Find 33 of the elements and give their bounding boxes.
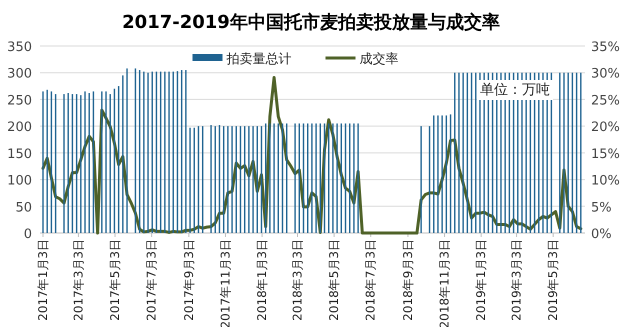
legend-label: 成交率 [360,51,398,67]
y-tick-label: 50 [15,200,32,216]
x-tick-label: 2017年9月3日 [182,239,196,321]
y2-tick-label: 25% [591,93,620,108]
x-tick-label: 2019年3月3日 [510,239,524,321]
x-tick-label: 2018年9月3日 [400,239,415,321]
y2-tick-label: 35% [591,40,620,55]
y-tick-label: 350 [7,40,32,55]
x-tick-label: 2018年7月3日 [364,239,378,321]
x-tick-label: 2018年5月3日 [327,239,342,321]
x-tick-label: 2017年3月3日 [71,239,86,321]
y-tick-label: 0 [24,227,32,242]
y2-tick-label: 15% [591,146,620,162]
x-tick-label: 2019年5月3日 [546,239,560,321]
chart-title: 2017-2019年中国托市麦拍卖投放量与成交率 [122,12,500,33]
y2-tick-label: 10% [591,174,620,189]
x-tick-label: 2018年1月3日 [255,239,270,321]
y-tick-label: 100 [7,174,32,189]
y2-tick-label: 0% [591,227,612,242]
x-tick-label: 2017年7月3日 [144,239,159,321]
y2-tick-label: 5% [591,200,612,216]
x-tick-label: 2018年3月3日 [290,239,304,321]
x-tick-label: 2017年5月3日 [108,239,122,321]
y-tick-label: 250 [7,93,32,108]
y2-tick-label: 30% [591,66,620,82]
x-tick-label: 2019年1月3日 [474,239,488,321]
annotation: 单位：万吨 [480,82,550,98]
legend-label: 拍卖量总计 [226,52,292,67]
y-tick-label: 150 [7,146,32,162]
x-tick-label: 2017年1月3日 [36,239,50,321]
y-tick-label: 200 [7,120,32,136]
y2-tick-label: 20% [591,120,620,136]
y-tick-label: 300 [7,66,32,82]
